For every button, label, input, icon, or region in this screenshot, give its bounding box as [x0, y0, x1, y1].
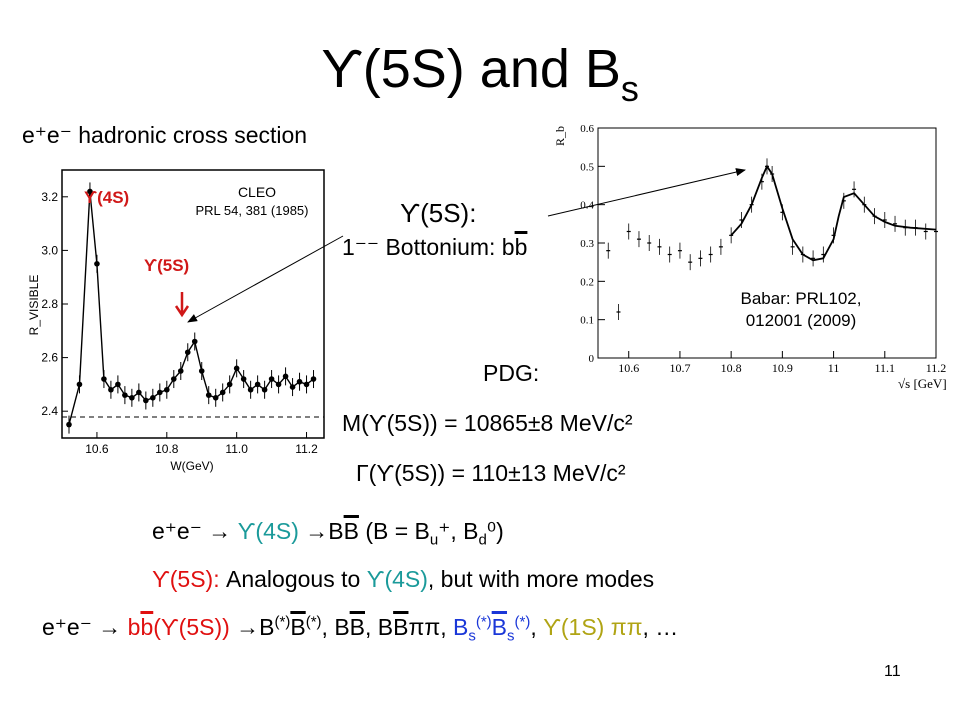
cleo-data-point — [170, 376, 177, 382]
pdg-width: Γ(ϒ(5S)) = 110±13 MeV/c² — [356, 460, 626, 486]
slide-title: ϒ(5S) and Bs — [321, 39, 639, 109]
babar-x-tick-label: 11.2 — [926, 361, 947, 375]
cleo-data-point — [247, 386, 254, 393]
cleo-data-point — [240, 376, 247, 382]
cleo-data-point — [115, 381, 121, 388]
cleo-data-point — [212, 395, 219, 401]
cleo-data-point — [76, 381, 83, 388]
babar-y-tick-label: 0.5 — [580, 161, 594, 173]
babar-y-tick-label: 0.1 — [580, 315, 594, 327]
cleo-x-tick-label: 11.0 — [225, 442, 248, 456]
cleo-data-point — [157, 389, 163, 396]
decay-line-4s: e⁺e⁻ → ϒ(4S) →BB (B = Bu⁺, Bd⁰) — [152, 518, 504, 549]
arrow-to-babar — [547, 168, 746, 217]
babar-x-tick-label: 10.7 — [669, 361, 690, 375]
babar-x-tick-label: 10.6 — [618, 361, 639, 375]
babar-reference: 012001 (2009) — [746, 311, 857, 330]
cleo-data-point — [219, 389, 226, 396]
cleo-data-point — [205, 392, 212, 398]
cleo-data-point — [150, 395, 156, 401]
babar-y-tick-label: 0.6 — [580, 123, 594, 135]
peak-arrow-5s — [174, 292, 190, 318]
babar-y-tick-label: 0.3 — [580, 238, 594, 250]
cleo-data-point — [198, 368, 205, 374]
babar-y-tick-label: 0.4 — [580, 200, 594, 212]
decay-line-5s: e⁺e⁻ → bb(ϒ(5S)) →B(*)B(*), BB, BBππ, Bs… — [42, 613, 679, 645]
babar-x-tick-label: 10.8 — [721, 361, 742, 375]
cleo-data-point — [268, 376, 275, 382]
babar-fit-curve — [730, 164, 937, 262]
cleo-data-point — [289, 384, 296, 390]
cleo-y-tick-label: 3.2 — [41, 190, 58, 204]
cleo-data-point — [101, 376, 107, 382]
babar-x-tick-label: 11.1 — [875, 361, 896, 375]
cleo-x-tick-label: 10.6 — [85, 442, 109, 456]
cleo-data-point — [184, 349, 191, 356]
babar-experiment: Babar: PRL102, — [741, 289, 862, 308]
cleo-data-point — [136, 389, 142, 396]
left-heading: e⁺e⁻ hadronic cross section — [22, 122, 308, 148]
peak-label-5s: ϒ(5S) — [144, 256, 189, 275]
cleo-data-point — [143, 397, 149, 404]
peak-label-4s: ϒ(4S) — [84, 188, 129, 207]
cleo-data-point — [164, 386, 170, 393]
cleo-data-point — [108, 386, 114, 393]
cleo-data-point — [191, 338, 198, 345]
cleo-x-tick-label: 11.2 — [295, 442, 318, 456]
babar-plot: 10.6 10.7 10.8 10.9 11 11.1 11.2 0 0.1 0.2 0.3 0.4 0… — [548, 118, 948, 398]
cleo-data-point — [261, 386, 268, 393]
cleo-data-point — [296, 378, 303, 385]
cleo-xlabel: W(GeV) — [170, 459, 213, 473]
cleo-plot: 10.6 10.8 11.0 11.2 2.4 2.6 2.8 3.0 3.2 CLEO PRL… — [12, 165, 332, 480]
cleo-data-point — [87, 188, 93, 195]
cleo-data-point — [94, 261, 100, 267]
cleo-y-tick-label: 2.4 — [41, 404, 58, 418]
arrow-to-cleo — [187, 235, 344, 323]
cleo-data-point — [282, 373, 289, 380]
analogous-line: ϒ(5S): Analogous to ϒ(4S), but with more… — [152, 566, 655, 592]
cleo-data-point — [233, 365, 240, 372]
cleo-data-point — [303, 381, 310, 388]
cleo-y-tick-label: 2.8 — [41, 297, 58, 311]
cleo-reference: PRL 54, 381 (1985) — [196, 203, 309, 218]
page-number: 11 — [884, 663, 901, 680]
cleo-data-point — [129, 395, 135, 401]
cleo-x-tick-label: 10.8 — [155, 442, 179, 456]
babar-y-tick-label: 0 — [589, 353, 595, 365]
cleo-data-point — [177, 368, 184, 374]
cleo-data-point — [66, 421, 72, 428]
pdg-mass: M(ϒ(5S)) = 10865±8 MeV/c² — [342, 410, 633, 436]
babar-y-tick-label: 0.2 — [580, 276, 594, 288]
pdg-label: PDG: — [483, 360, 540, 386]
babar-x-tick-label: 11 — [828, 361, 840, 375]
cleo-ylabel: R_VISIBLE — [27, 275, 41, 336]
cleo-y-tick-label: 2.6 — [41, 351, 58, 365]
cleo-data-point — [254, 381, 261, 388]
callout-bottonium: 1⁻⁻ Bottonium: bb — [342, 234, 528, 260]
cleo-experiment: CLEO — [238, 184, 276, 200]
babar-x-tick-label: 10.9 — [772, 361, 793, 375]
babar-xlabel: √s [GeV] — [898, 376, 947, 391]
callout-label: ϒ(5S): — [400, 198, 477, 228]
cleo-data-point — [275, 381, 282, 388]
babar-ylabel: R_b — [553, 126, 567, 146]
cleo-data-point — [310, 376, 317, 382]
cleo-data-point — [226, 381, 233, 388]
cleo-data-point — [122, 392, 128, 398]
cleo-y-tick-label: 3.0 — [41, 243, 58, 257]
